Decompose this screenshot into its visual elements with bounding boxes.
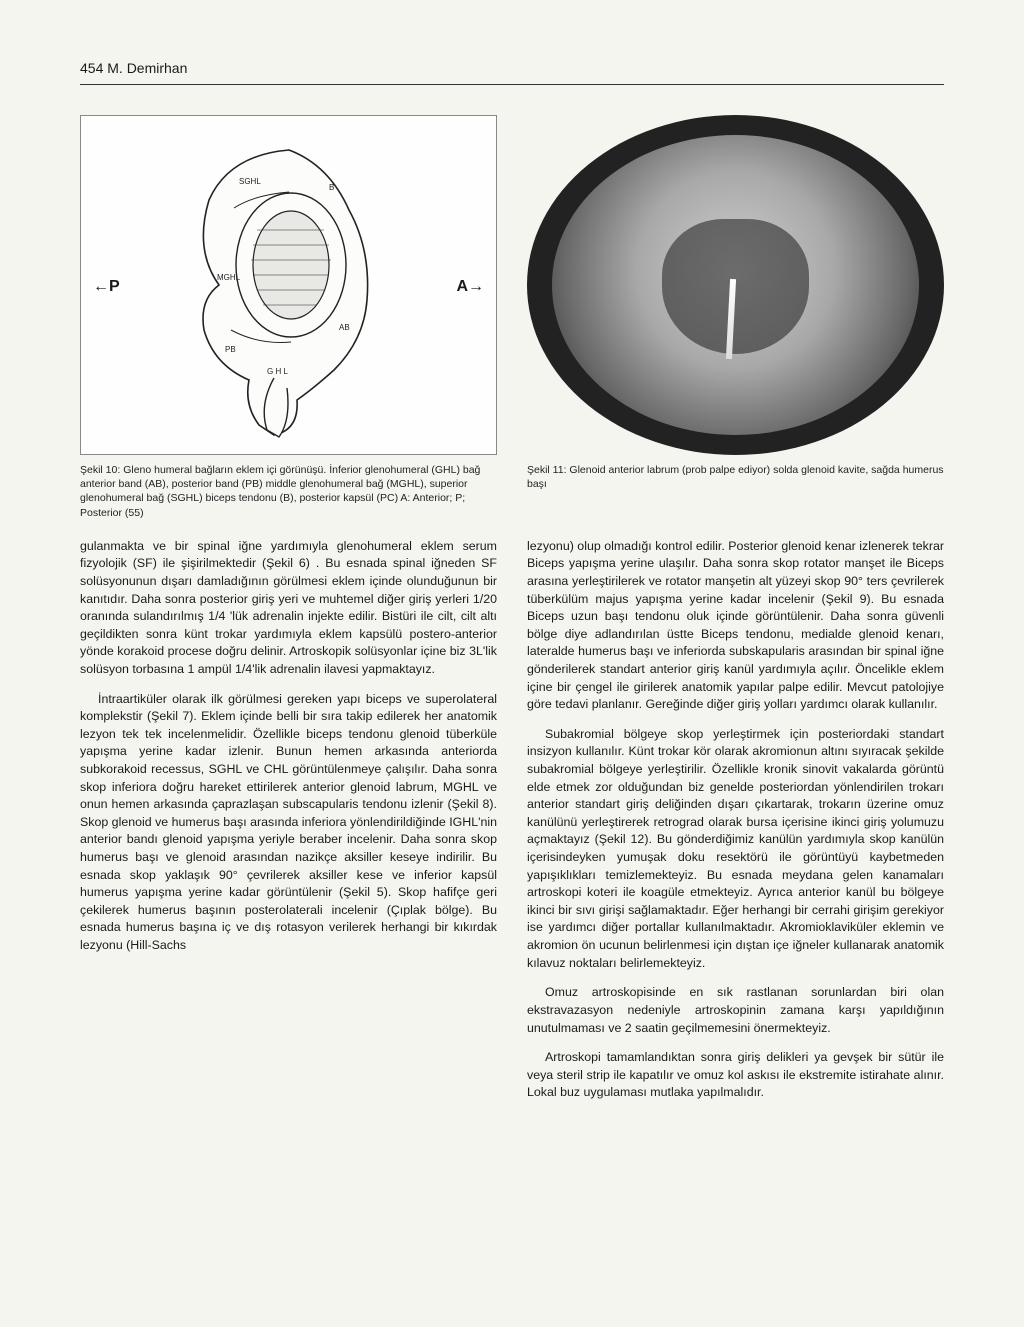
body-paragraph: gulanmakta ve bir spinal iğne yardımıyla…	[80, 538, 497, 679]
axis-label-a: A→	[456, 278, 484, 296]
figure-11-container: Şekil 11: Glenoid anterior labrum (prob …	[527, 115, 944, 491]
page-header: 454 M. Demirhan	[80, 60, 944, 85]
svg-text:SGHL: SGHL	[239, 177, 261, 186]
axis-label-p: ←P	[93, 278, 120, 296]
body-paragraph: Artroskopi tamamlandıktan sonra giriş de…	[527, 1049, 944, 1102]
body-paragraph: Omuz artroskopisinde en sık rastlanan so…	[527, 984, 944, 1037]
left-column: gulanmakta ve bir spinal iğne yardımıyla…	[80, 538, 497, 1114]
svg-text:PB: PB	[225, 345, 236, 354]
figures-row: ←P SGHL B MGHL AB	[80, 115, 944, 520]
text-columns: gulanmakta ve bir spinal iğne yardımıyla…	[80, 538, 944, 1114]
body-paragraph: Subakromial bölgeye skop yerleştirmek iç…	[527, 726, 944, 973]
figure-10-caption: Şekil 10: Gleno humeral bağların eklem i…	[80, 463, 497, 520]
figure-11-caption: Şekil 11: Glenoid anterior labrum (prob …	[527, 463, 944, 491]
body-paragraph: İntraartiküler olarak ilk görülmesi gere…	[80, 691, 497, 955]
body-paragraph: lezyonu) olup olmadığı kontrol edilir. P…	[527, 538, 944, 714]
page-number-author: 454 M. Demirhan	[80, 60, 187, 76]
svg-text:B: B	[329, 183, 334, 192]
svg-text:G H L: G H L	[267, 367, 288, 376]
glenohumeral-diagram: SGHL B MGHL AB PB G H L	[139, 130, 439, 440]
figure-10-container: ←P SGHL B MGHL AB	[80, 115, 497, 520]
svg-text:MGHL: MGHL	[217, 273, 241, 282]
figure-10-image: ←P SGHL B MGHL AB	[80, 115, 497, 455]
figure-11-image	[527, 115, 944, 455]
arthroscopy-view	[552, 135, 919, 434]
right-column: lezyonu) olup olmadığı kontrol edilir. P…	[527, 538, 944, 1114]
svg-text:AB: AB	[339, 323, 350, 332]
